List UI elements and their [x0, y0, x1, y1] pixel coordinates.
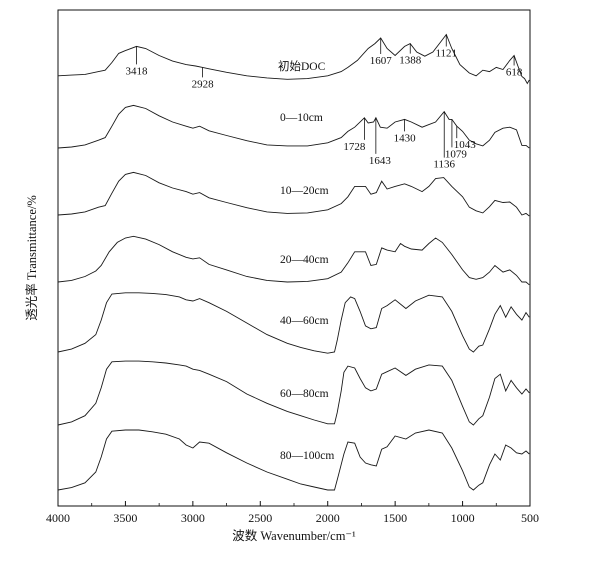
series-label-6: 80—100cm — [280, 450, 334, 462]
series-label-5: 60—80cm — [280, 388, 329, 400]
series-label-3: 20—40cm — [280, 254, 329, 266]
series-label-2: 10—20cm — [280, 185, 329, 197]
series-labels: 初始DOC 0—10cm 10—20cm 20—40cm 40—60cm 60—80cm 8… — [278, 59, 334, 462]
x-tick-label-2000: 2000 — [316, 511, 340, 525]
peak-label-1043: 1043 — [454, 139, 477, 151]
series-line-0 — [57, 33, 530, 85]
x-tick-label-1000: 1000 — [451, 511, 475, 525]
series-line-2 — [57, 171, 530, 217]
x-tick-label-500: 500 — [521, 511, 539, 525]
peak-label-1121: 1121 — [435, 48, 457, 60]
series-label-4: 40—60cm — [280, 315, 329, 327]
peak-label-1388: 1388 — [399, 55, 422, 67]
peak-label-3418: 3418 — [125, 65, 148, 77]
peak-label-1079: 1079 — [445, 148, 468, 160]
peak-label-1728: 1728 — [343, 141, 366, 153]
peak-label-1643: 1643 — [369, 155, 392, 167]
peak-label-2928: 2928 — [192, 78, 215, 90]
peak-label-1607: 1607 — [370, 55, 393, 67]
series-line-3 — [57, 235, 530, 286]
series-line-5 — [57, 360, 530, 426]
peak-label-1136: 1136 — [433, 159, 455, 171]
peak-label-1430: 1430 — [394, 132, 417, 144]
y-axis-label: 透光率 Transmittance/% — [24, 195, 39, 321]
x-axis-label: 波数 Wavenumber/cm⁻¹ — [232, 528, 356, 543]
peak-label-618: 618 — [506, 67, 523, 79]
x-tick-label-3000: 3000 — [181, 511, 205, 525]
x-tick-label-4000: 4000 — [46, 511, 70, 525]
x-tick-label-2500: 2500 — [248, 511, 272, 525]
series-line-6 — [57, 429, 530, 491]
x-tick-label-1500: 1500 — [383, 511, 407, 525]
series-label-0: 初始DOC — [278, 59, 326, 73]
x-axis: 4000 3500 3000 2500 2000 1500 1000 500 — [46, 501, 539, 525]
series-line-1 — [57, 104, 530, 149]
spectra-group — [57, 33, 530, 491]
x-tick-label-3500: 3500 — [113, 511, 137, 525]
series-label-1: 0—10cm — [280, 112, 323, 124]
series-line-4 — [57, 292, 530, 354]
